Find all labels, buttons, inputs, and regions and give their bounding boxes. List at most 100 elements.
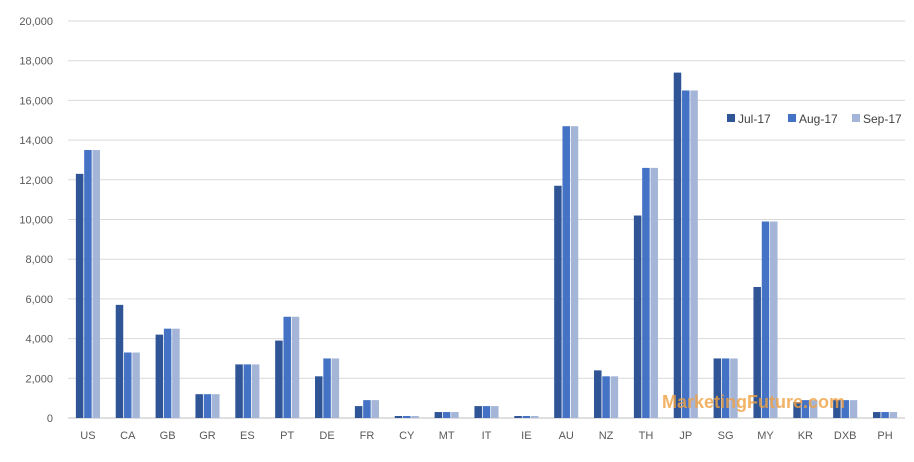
- legend-label: Jul-17: [738, 112, 771, 126]
- bar-au-aug-17: [562, 126, 570, 418]
- x-tick-label: DE: [319, 430, 334, 442]
- bar-au-sep-17: [570, 126, 579, 418]
- x-tick-label: CA: [120, 430, 136, 442]
- x-axis-tick-labels: US CA GB GR ES PT DE FR CY MT IT IE AU NZ TH JP SG MY KR DX…: [80, 430, 892, 442]
- x-tick-label: JP: [679, 430, 692, 442]
- x-tick-label: GB: [160, 430, 176, 442]
- bar-ie-aug-17: [522, 416, 531, 418]
- x-tick-label: SG: [718, 430, 734, 442]
- bar-cy-aug-17: [403, 416, 411, 418]
- x-tick-label: KR: [798, 430, 813, 442]
- bar-my-aug-17: [761, 221, 770, 418]
- bar-sg-jul-17: [713, 358, 722, 418]
- bar-pt-aug-17: [283, 316, 291, 418]
- y-tick-label: 0: [47, 413, 53, 425]
- x-tick-label: IE: [521, 430, 531, 442]
- bar-jp-sep-17: [690, 90, 698, 418]
- bar-kr-jul-17: [793, 402, 801, 418]
- watermark-text: MarketingFuture.com: [662, 392, 845, 412]
- bar-fr-aug-17: [363, 400, 371, 418]
- bar-nz-jul-17: [594, 370, 602, 418]
- legend: Jul-17 Aug-17 Sep-17: [727, 112, 902, 126]
- bar-dxb-aug-17: [841, 400, 849, 418]
- bar-dxb-jul-17: [833, 400, 841, 418]
- x-tick-label: TH: [639, 430, 654, 442]
- bar-es-jul-17: [235, 364, 243, 418]
- legend-swatch: [788, 114, 796, 122]
- legend-swatch: [852, 114, 860, 122]
- x-tick-label: PH: [877, 430, 892, 442]
- bar-cy-jul-17: [394, 416, 403, 418]
- bar-ca-jul-17: [115, 304, 124, 418]
- x-tick-label: MY: [757, 430, 774, 442]
- x-tick-label: AU: [559, 430, 574, 442]
- x-tick-label: GR: [199, 430, 216, 442]
- x-tick-label: DXB: [834, 430, 857, 442]
- x-tick-label: NZ: [599, 430, 614, 442]
- bar-it-sep-17: [491, 406, 499, 418]
- bar-jp-jul-17: [673, 72, 682, 419]
- bar-mt-jul-17: [434, 412, 443, 418]
- bar-de-aug-17: [323, 358, 331, 418]
- x-tick-label: CY: [399, 430, 415, 442]
- bar-ie-jul-17: [514, 416, 522, 418]
- bar-it-aug-17: [482, 406, 491, 418]
- legend-label: Sep-17: [863, 112, 902, 126]
- bar-us-aug-17: [84, 150, 92, 418]
- y-tick-label: 8,000: [25, 254, 53, 266]
- bar-jp-aug-17: [682, 90, 690, 418]
- bar-pt-jul-17: [275, 340, 283, 418]
- y-tick-label: 12,000: [19, 175, 53, 187]
- bar-fr-sep-17: [371, 400, 379, 418]
- bar-th-jul-17: [633, 215, 642, 418]
- y-tick-label: 18,000: [19, 56, 53, 68]
- bar-gr-jul-17: [195, 394, 203, 418]
- y-tick-label: 4,000: [25, 334, 53, 346]
- bar-my-sep-17: [770, 221, 778, 418]
- bar-gb-jul-17: [155, 334, 164, 418]
- bar-th-aug-17: [642, 167, 650, 418]
- bar-de-sep-17: [331, 358, 340, 418]
- bar-pt-sep-17: [291, 316, 300, 418]
- bar-gr-sep-17: [212, 394, 220, 418]
- x-tick-label: IT: [482, 430, 492, 442]
- x-tick-label: FR: [360, 430, 375, 442]
- bar-ph-jul-17: [873, 412, 881, 418]
- bar-us-jul-17: [75, 173, 84, 418]
- bar-sg-aug-17: [721, 358, 730, 418]
- y-tick-label: 20,000: [19, 16, 53, 28]
- bar-ie-sep-17: [530, 416, 539, 418]
- bar-ph-aug-17: [881, 412, 889, 418]
- x-tick-label: ES: [240, 430, 255, 442]
- legend-swatch: [727, 114, 735, 122]
- bar-ca-aug-17: [124, 352, 132, 418]
- bar-fr-jul-17: [354, 406, 363, 418]
- y-tick-label: 10,000: [19, 215, 53, 227]
- bar-dxb-sep-17: [849, 400, 858, 418]
- grid-lines: [68, 20, 905, 379]
- bar-mt-aug-17: [442, 412, 451, 418]
- y-tick-label: 2,000: [25, 373, 53, 385]
- bar-series: [75, 72, 898, 419]
- y-tick-label: 6,000: [25, 294, 53, 306]
- bar-es-aug-17: [243, 364, 252, 418]
- bar-kr-aug-17: [801, 400, 810, 418]
- y-tick-label: 14,000: [19, 135, 53, 147]
- bar-th-sep-17: [650, 167, 658, 418]
- bar-nz-aug-17: [602, 376, 610, 418]
- bar-ph-sep-17: [889, 412, 898, 418]
- bar-my-jul-17: [753, 286, 761, 418]
- y-tick-label: 16,000: [19, 95, 53, 107]
- bar-au-jul-17: [554, 185, 562, 418]
- bar-sg-sep-17: [730, 358, 738, 418]
- bar-it-jul-17: [474, 406, 482, 418]
- legend-label: Aug-17: [799, 112, 838, 126]
- x-tick-label: MT: [439, 430, 455, 442]
- bar-kr-sep-17: [809, 400, 818, 418]
- bar-de-jul-17: [315, 376, 323, 418]
- bar-ca-sep-17: [132, 352, 140, 418]
- bar-mt-sep-17: [451, 412, 459, 418]
- bar-gb-aug-17: [163, 328, 172, 418]
- bar-es-sep-17: [251, 364, 260, 418]
